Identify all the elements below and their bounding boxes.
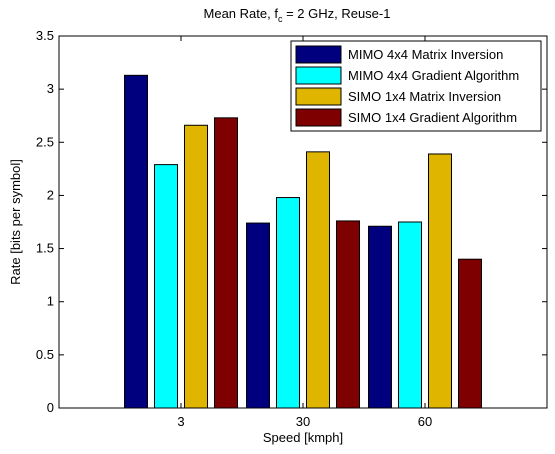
bar — [458, 258, 482, 409]
legend-label: SIMO 1x4 Gradient Algorithm — [348, 110, 517, 125]
y-tick-label: 0 — [47, 400, 54, 415]
x-tick-label: 3 — [177, 414, 184, 429]
y-tick-label: 3 — [47, 81, 54, 96]
bar — [214, 117, 238, 409]
legend-swatch — [295, 108, 342, 127]
y-tick-label: 2 — [47, 187, 54, 202]
y-tick-label: 3.5 — [36, 28, 54, 43]
legend: MIMO 4x4 Matrix Inversion MIMO 4x4 Gradie… — [290, 40, 542, 132]
bars-layer — [124, 74, 482, 409]
bar — [398, 221, 422, 409]
legend-swatch — [295, 45, 342, 64]
x-axis-label: Speed [kmph] — [263, 430, 343, 445]
bar — [306, 151, 330, 409]
legend-swatch — [295, 87, 342, 106]
bar — [276, 197, 300, 409]
x-tick-label: 60 — [418, 414, 432, 429]
x-axis: 3 30 60 — [177, 36, 432, 429]
bar — [246, 222, 270, 409]
y-axis: 0 0.5 1 1.5 2 2.5 3 3.5 — [36, 28, 547, 415]
legend-label: MIMO 4x4 Gradient Algorithm — [348, 68, 519, 83]
y-axis-label: Rate [bits per symbol] — [8, 159, 23, 285]
bar — [184, 124, 208, 409]
legend-label: MIMO 4x4 Matrix Inversion — [348, 47, 503, 62]
legend-swatch — [295, 66, 342, 85]
y-tick-label: 2.5 — [36, 134, 54, 149]
y-tick-label: 0.5 — [36, 347, 54, 362]
bar — [428, 153, 452, 409]
bar — [154, 164, 178, 409]
chart-title: Mean Rate, fc = 2 GHz, Reuse-1 — [204, 6, 391, 24]
bar — [368, 225, 392, 409]
bar — [336, 220, 360, 409]
x-tick-label: 30 — [296, 414, 310, 429]
legend-label: SIMO 1x4 Matrix Inversion — [348, 89, 501, 104]
bar — [124, 74, 148, 409]
y-tick-label: 1.5 — [36, 241, 54, 256]
y-tick-label: 1 — [47, 294, 54, 309]
